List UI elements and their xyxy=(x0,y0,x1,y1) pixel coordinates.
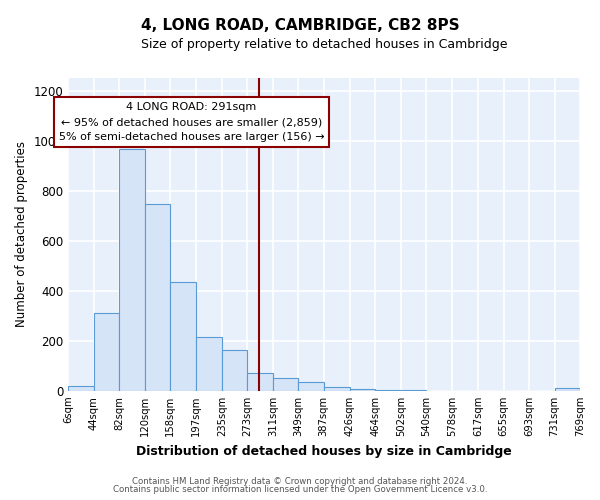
Bar xyxy=(222,350,247,391)
Bar xyxy=(170,282,196,391)
Text: 4 LONG ROAD: 291sqm
← 95% of detached houses are smaller (2,859)
5% of semi-deta: 4 LONG ROAD: 291sqm ← 95% of detached ho… xyxy=(59,102,325,142)
Bar xyxy=(68,386,94,391)
Bar xyxy=(324,387,350,391)
Bar xyxy=(376,390,401,391)
Bar xyxy=(350,389,376,391)
Bar xyxy=(145,204,170,391)
Bar xyxy=(273,378,298,391)
Bar xyxy=(554,388,580,391)
Text: 4, LONG ROAD, CAMBRIDGE, CB2 8PS: 4, LONG ROAD, CAMBRIDGE, CB2 8PS xyxy=(140,18,460,32)
Bar xyxy=(247,374,273,391)
Text: Contains public sector information licensed under the Open Government Licence v3: Contains public sector information licen… xyxy=(113,485,487,494)
Title: Size of property relative to detached houses in Cambridge: Size of property relative to detached ho… xyxy=(141,38,508,51)
Y-axis label: Number of detached properties: Number of detached properties xyxy=(15,142,28,328)
Bar xyxy=(119,150,145,391)
Bar xyxy=(298,382,324,391)
Bar xyxy=(196,337,222,391)
Text: Contains HM Land Registry data © Crown copyright and database right 2024.: Contains HM Land Registry data © Crown c… xyxy=(132,477,468,486)
X-axis label: Distribution of detached houses by size in Cambridge: Distribution of detached houses by size … xyxy=(136,444,512,458)
Bar xyxy=(401,390,427,391)
Bar xyxy=(94,314,119,391)
